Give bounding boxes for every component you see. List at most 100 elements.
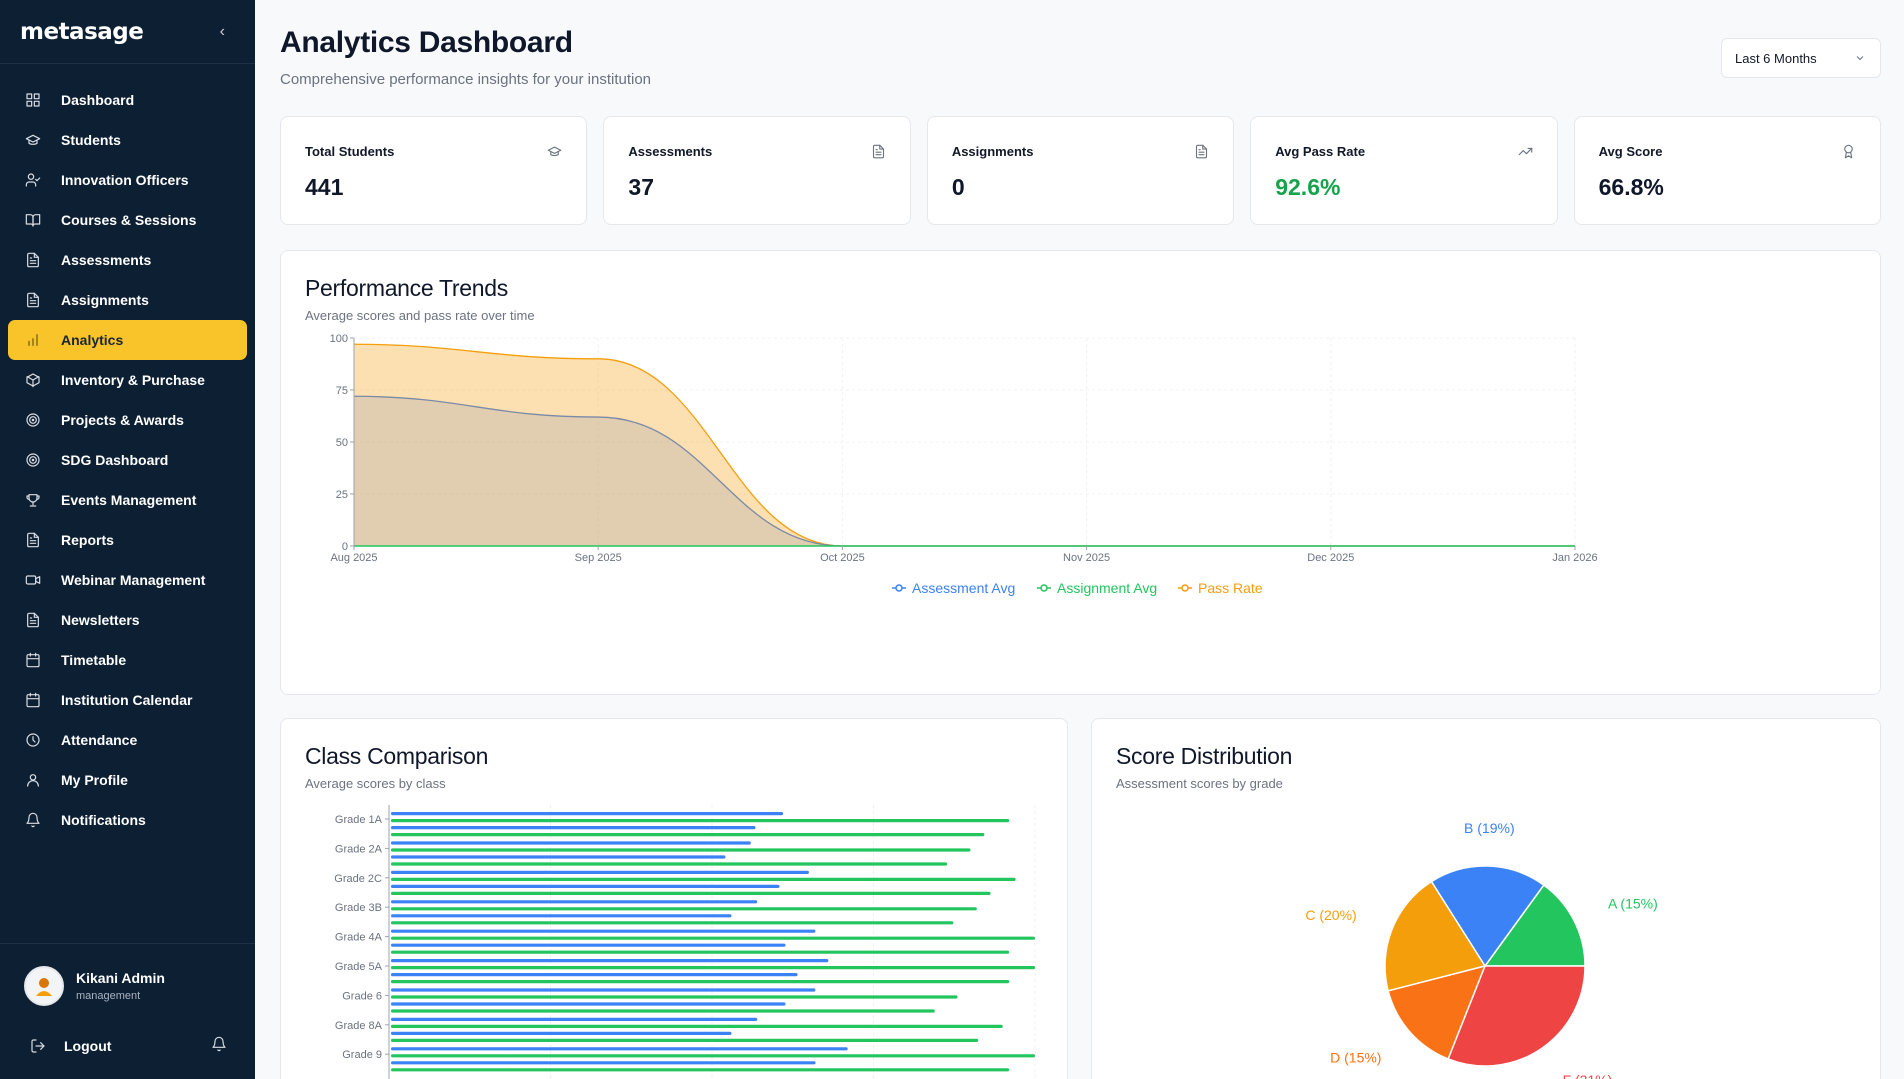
sidebar-item-inventory-and-purchase[interactable]: Inventory & Purchase	[8, 360, 247, 400]
sidebar-item-students[interactable]: Students	[8, 120, 247, 160]
bar-assessment-avg[interactable]	[391, 855, 726, 859]
date-range-select[interactable]: Last 6 Months	[1721, 38, 1881, 78]
x-tick-label: Oct 2025	[820, 552, 865, 564]
bar-pass-rate[interactable]	[391, 1054, 1035, 1058]
notifications-bell-button[interactable]	[211, 1036, 227, 1055]
bar-assessment-avg[interactable]	[391, 973, 798, 977]
pie-slice-b[interactable]	[1430, 865, 1545, 968]
category-label: Grade 9	[342, 1049, 382, 1061]
bar-assessment-avg[interactable]	[391, 959, 829, 963]
sidebar-item-reports[interactable]: Reports	[8, 520, 247, 560]
sidebar-item-webinar-management[interactable]: Webinar Management	[8, 560, 247, 600]
legend-item-pass-rate[interactable]: Pass Rate	[1178, 580, 1263, 596]
main-content: Analytics Dashboard Comprehensive perfor…	[255, 0, 1904, 1079]
sidebar-item-my-profile[interactable]: My Profile	[8, 760, 247, 800]
bar-pass-rate[interactable]	[391, 833, 985, 837]
sidebar-item-projects-and-awards[interactable]: Projects & Awards	[8, 400, 247, 440]
sidebar-item-courses-and-sessions[interactable]: Courses & Sessions	[8, 200, 247, 240]
sidebar-item-newsletters[interactable]: Newsletters	[8, 600, 247, 640]
page-title: Analytics Dashboard	[280, 26, 573, 59]
legend-item-assessment-avg[interactable]: Assessment Avg	[892, 580, 1015, 596]
pie-slice-a[interactable]	[1483, 884, 1586, 967]
avatar[interactable]	[24, 966, 64, 1006]
sidebar: metasage ‹ Dashboard Students Innovation O…	[0, 0, 255, 1079]
sidebar-item-assessments[interactable]: Assessments	[8, 240, 247, 280]
panel-title: Score Distribution	[1116, 743, 1293, 769]
bar-pass-rate[interactable]	[391, 950, 1010, 954]
bar-assessment-avg[interactable]	[391, 884, 780, 888]
bar-pass-rate[interactable]	[391, 1068, 1010, 1072]
user-check-icon	[24, 171, 42, 189]
bar-assessment-avg[interactable]	[391, 929, 816, 933]
sidebar-item-institution-calendar[interactable]: Institution Calendar	[8, 680, 247, 720]
y-tick-label: 25	[336, 489, 348, 501]
pie-slice-c[interactable]	[1384, 880, 1487, 992]
bar-pass-rate[interactable]	[391, 891, 991, 895]
pie-slice-label: C (20%)	[1305, 907, 1356, 923]
sidebar-item-innovation-officers[interactable]: Innovation Officers	[8, 160, 247, 200]
bar-pass-rate[interactable]	[391, 936, 1035, 940]
bar-pass-rate[interactable]	[391, 1038, 979, 1042]
bar-pass-rate[interactable]	[391, 966, 1035, 970]
bar-pass-rate[interactable]	[391, 848, 971, 852]
bar-assessment-avg[interactable]	[391, 914, 732, 918]
bar-pass-rate[interactable]	[391, 819, 1010, 823]
area-pass-rate	[354, 344, 1575, 546]
sidebar-item-label: Reports	[61, 532, 114, 548]
pie-slice-d[interactable]	[1387, 964, 1487, 1060]
sidebar-item-label: Students	[61, 132, 121, 148]
bar-pass-rate[interactable]	[391, 1024, 1003, 1028]
user-profile[interactable]: Kikani Admin management	[0, 944, 255, 1020]
bar-pass-rate[interactable]	[391, 907, 977, 911]
file-text-icon	[24, 611, 42, 629]
bar-pass-rate[interactable]	[391, 877, 1016, 881]
sidebar-footer: Kikani Admin management Logout	[0, 943, 255, 1079]
bar-assessment-avg[interactable]	[391, 826, 756, 830]
bar-pass-rate[interactable]	[391, 995, 958, 999]
sidebar-item-attendance[interactable]: Attendance	[8, 720, 247, 760]
stat-card-total-students: Total Students 441	[280, 116, 588, 225]
bar-assessment-avg[interactable]	[391, 812, 784, 816]
page-subtitle: Comprehensive performance insights for y…	[280, 71, 652, 88]
bar-assessment-avg[interactable]	[391, 1002, 786, 1006]
file-text-icon	[871, 144, 886, 164]
bar-pass-rate[interactable]	[391, 921, 954, 925]
score-distribution-chart: A (15%) B (19%) C (20%) D (15%) F (31%)	[1305, 820, 1657, 1079]
sidebar-item-timetable[interactable]: Timetable	[8, 640, 247, 680]
bar-assessment-avg[interactable]	[391, 943, 786, 947]
sidebar-item-assignments[interactable]: Assignments	[8, 280, 247, 320]
bar-assessment-avg[interactable]	[391, 900, 758, 904]
bar-pass-rate[interactable]	[391, 862, 948, 866]
sidebar-item-notifications[interactable]: Notifications	[8, 800, 247, 840]
bar-assessment-avg[interactable]	[391, 1031, 732, 1035]
app-logo[interactable]: metasage	[20, 18, 144, 45]
bar-assessment-avg[interactable]	[391, 1017, 758, 1021]
legend-marker	[1181, 584, 1189, 592]
sidebar-item-label: Webinar Management	[61, 572, 206, 588]
x-tick-label: Dec 2025	[1307, 552, 1354, 564]
stat-value: 441	[305, 174, 344, 200]
bar-assessment-avg[interactable]	[391, 1047, 848, 1051]
bar-pass-rate[interactable]	[391, 980, 1010, 984]
sidebar-header: metasage ‹	[0, 0, 255, 64]
class-comparison-panel: Class Comparison Average scores by class…	[280, 718, 1068, 1079]
sidebar-item-dashboard[interactable]: Dashboard	[8, 80, 247, 120]
user-name: Kikani Admin	[76, 970, 165, 986]
stat-value: 37	[628, 174, 654, 200]
bar-assessment-avg[interactable]	[391, 841, 751, 845]
bar-assessment-avg[interactable]	[391, 988, 816, 992]
bar-assessment-avg[interactable]	[391, 870, 809, 874]
sidebar-item-analytics[interactable]: Analytics	[8, 320, 247, 360]
bar-assessment-avg[interactable]	[391, 1061, 816, 1065]
sidebar-item-events-management[interactable]: Events Management	[8, 480, 247, 520]
bar-pass-rate[interactable]	[391, 1009, 935, 1013]
sidebar-item-sdg-dashboard[interactable]: SDG Dashboard	[8, 440, 247, 480]
award-icon	[1841, 144, 1856, 164]
legend-item-assignment-avg[interactable]: Assignment Avg	[1037, 580, 1157, 596]
class-comparison-chart: Grade 1A Grade 2A Grade 2C Grade 3B Grade 4A…	[334, 805, 1036, 1079]
collapse-sidebar-button[interactable]: ‹	[219, 22, 225, 40]
sidebar-item-label: My Profile	[61, 772, 128, 788]
score-distribution-panel: Score Distribution Assessment scores by …	[1091, 718, 1881, 1079]
pie-slice-f[interactable]	[1447, 965, 1586, 1067]
logout-button[interactable]: Logout	[30, 1038, 111, 1054]
